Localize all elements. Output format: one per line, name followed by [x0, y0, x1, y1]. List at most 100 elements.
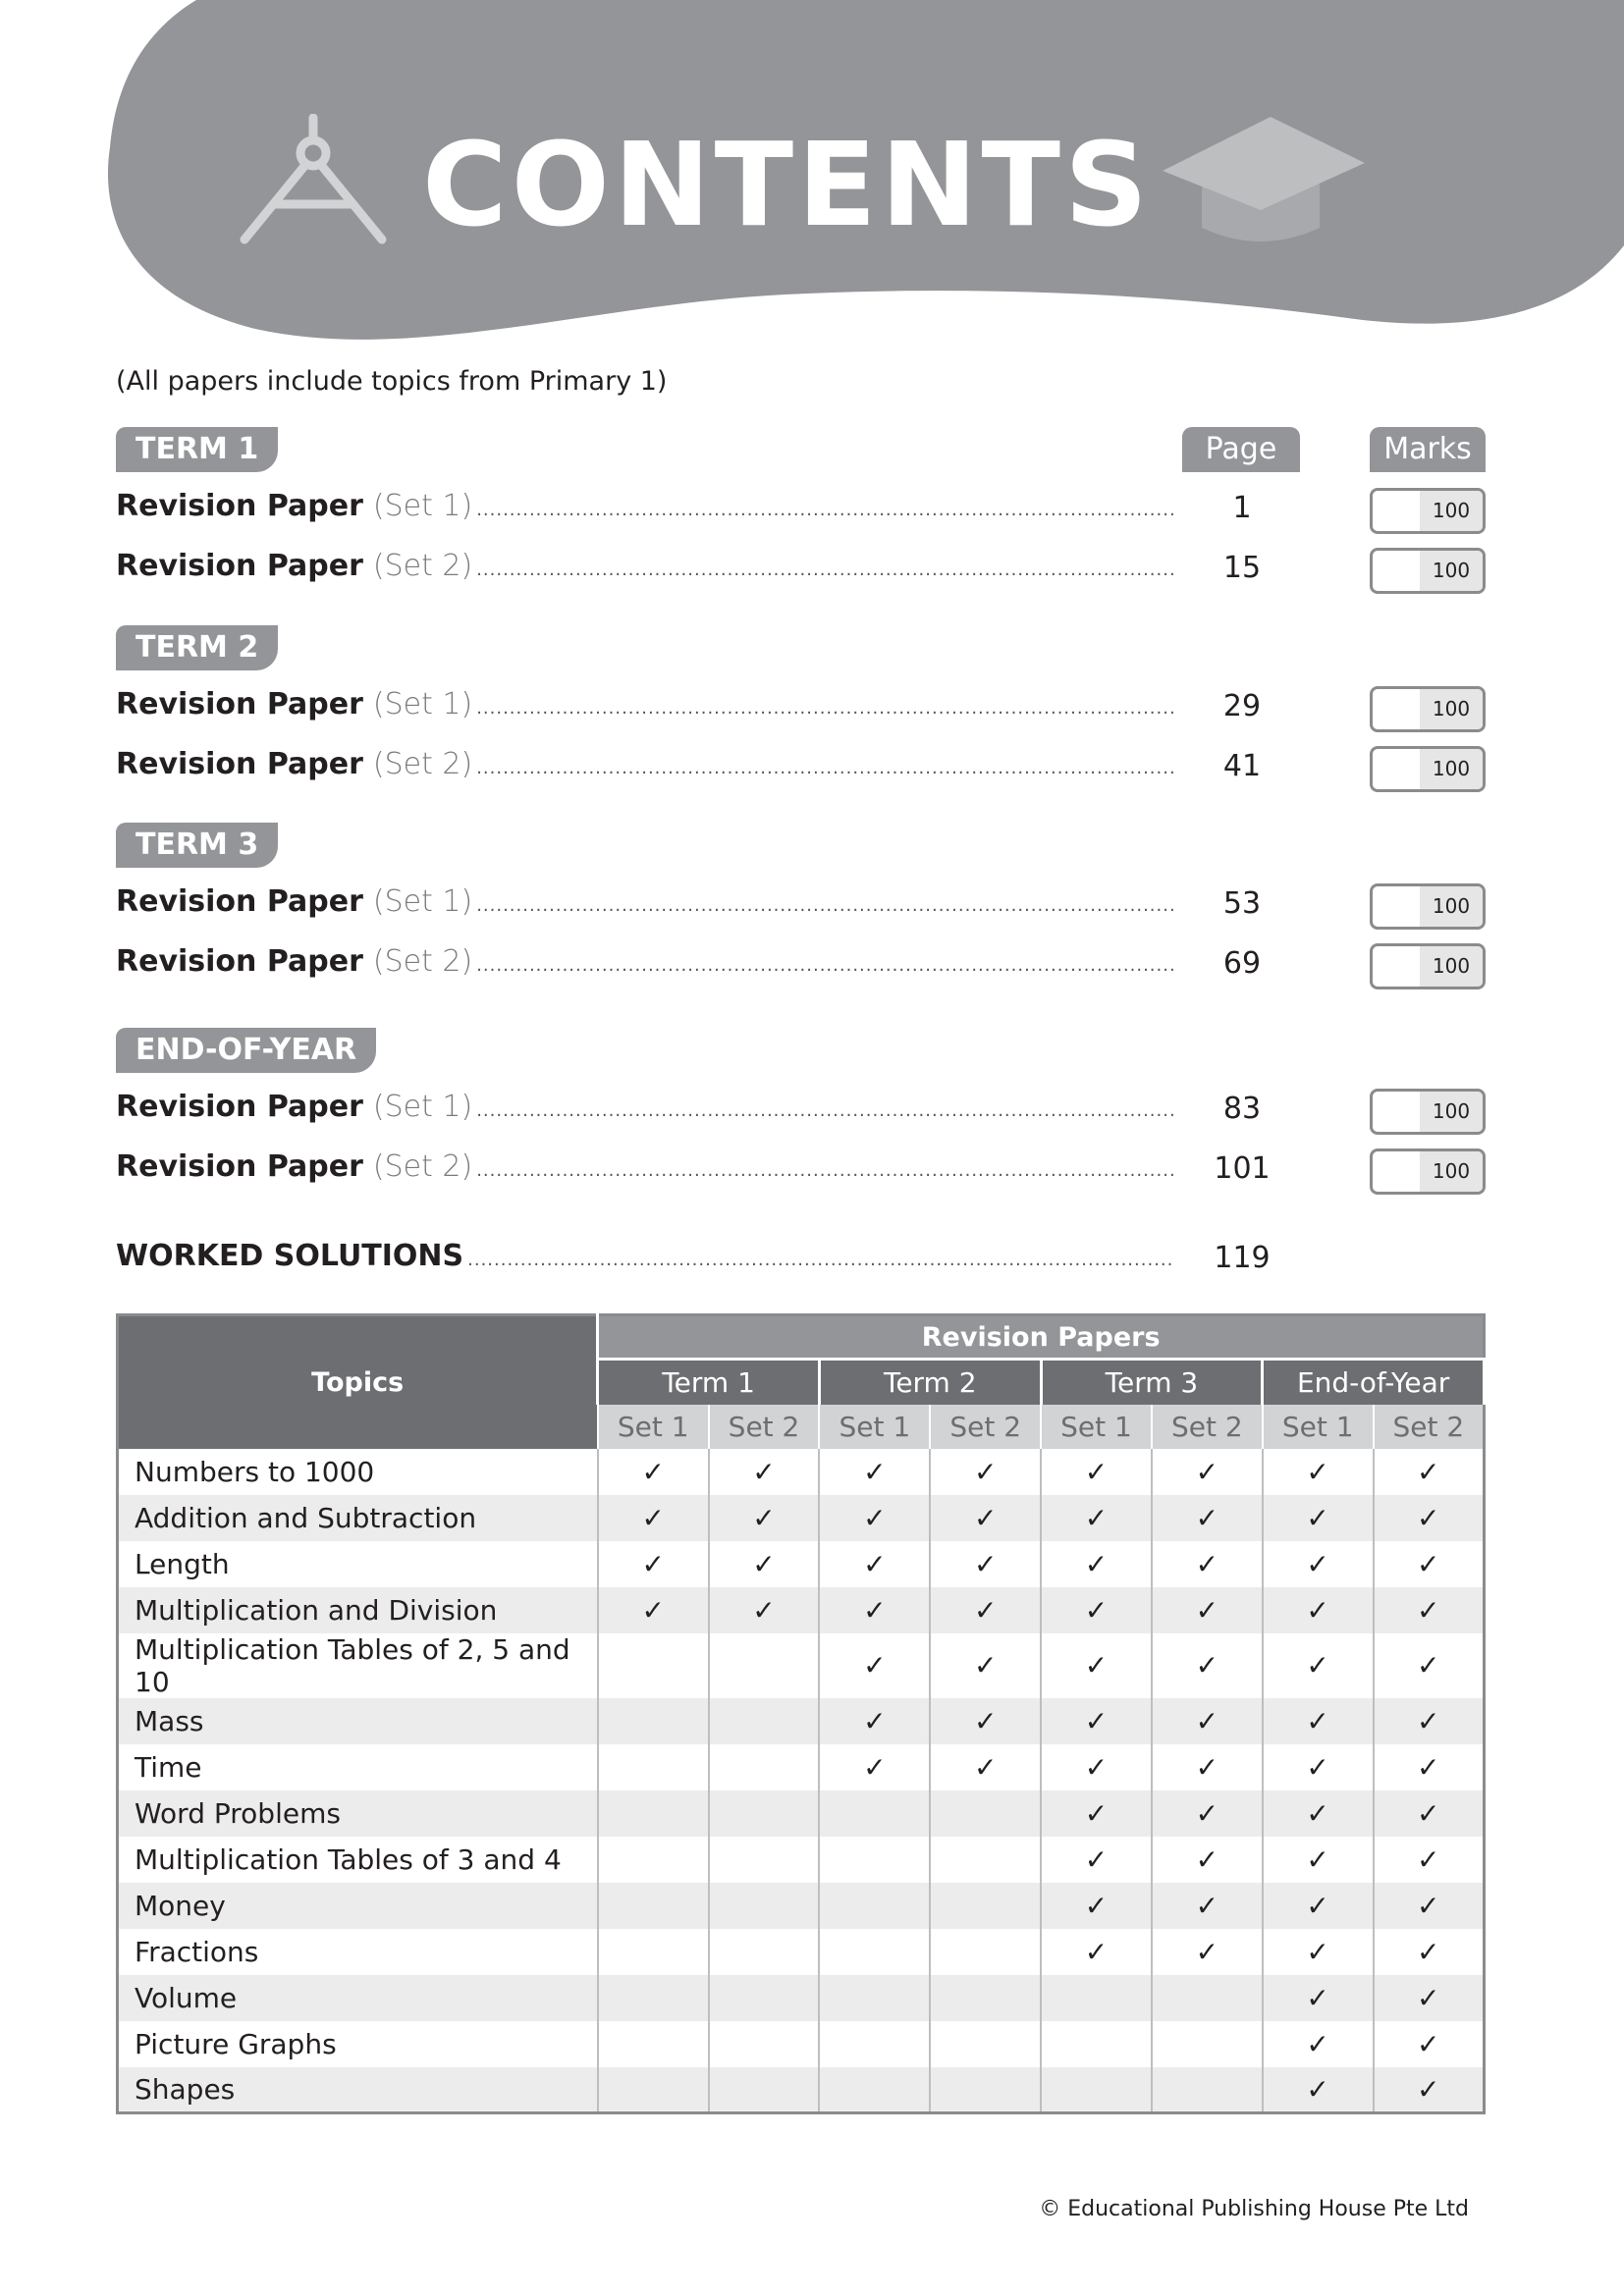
revision-paper-entry[interactable]: Revision Paper (Set 1) .................…: [116, 884, 1174, 930]
page-number: 15: [1222, 551, 1262, 585]
table-row: Length ✓ ✓ ✓ ✓ ✓ ✓ ✓ ✓: [118, 1540, 1485, 1587]
check-mark-icon: ✓: [1040, 1882, 1152, 1929]
worked-solutions-entry[interactable]: WORKED SOLUTIONS .......................…: [116, 1239, 1174, 1284]
check-mark-icon: ✓: [1372, 1928, 1485, 1975]
leader-dots: ........................................…: [476, 758, 1174, 778]
revision-paper-entry[interactable]: Revision Paper (Set 2) .................…: [116, 549, 1174, 594]
empty-cell: [596, 2020, 709, 2067]
topics-header: Topics: [117, 1314, 598, 1449]
page-number: 41: [1222, 749, 1262, 783]
empty-cell: [707, 2020, 820, 2067]
check-mark-icon: ✓: [1372, 1586, 1485, 1633]
term-header: Term 1: [596, 1358, 821, 1405]
topics-table: Topics Revision Papers Term 1 Term 2 Term …: [116, 1313, 1486, 2114]
topic-name: Shapes: [117, 2066, 598, 2113]
set-header: Set 1: [1261, 1404, 1374, 1449]
check-mark-icon: ✓: [929, 1697, 1042, 1744]
revision-paper-entry[interactable]: Revision Paper (Set 1) .................…: [116, 1090, 1174, 1135]
check-mark-icon: ✓: [1040, 1743, 1152, 1790]
revision-paper-entry[interactable]: Revision Paper (Set 1) .................…: [116, 489, 1174, 534]
empty-cell: [1040, 2066, 1152, 2113]
table-row: Mass ✓ ✓ ✓ ✓ ✓ ✓: [117, 1697, 1485, 1744]
empty-cell: [1150, 2066, 1263, 2113]
empty-cell: [818, 1836, 931, 1883]
table-row: Numbers to 1000 ✓ ✓ ✓ ✓ ✓ ✓ ✓ ✓: [118, 1448, 1485, 1495]
revision-paper-entry[interactable]: Revision Paper (Set 2) .................…: [116, 1149, 1174, 1195]
check-mark-icon: ✓: [1261, 1540, 1374, 1587]
empty-cell: [596, 1882, 709, 1929]
check-mark-icon: ✓: [707, 1494, 820, 1541]
check-mark-icon: ✓: [1150, 1743, 1263, 1790]
check-mark-icon: ✓: [929, 1448, 1042, 1495]
check-mark-icon: ✓: [818, 1632, 931, 1698]
table-row: Time ✓ ✓ ✓ ✓ ✓ ✓: [118, 1743, 1485, 1790]
section-tab: TERM 2: [116, 625, 279, 670]
table-row: Volume ✓ ✓: [117, 1974, 1485, 2021]
section-tab: TERM 1: [116, 427, 279, 472]
check-mark-icon: ✓: [818, 1743, 931, 1790]
check-mark-icon: ✓: [1261, 1974, 1374, 2021]
check-mark-icon: ✓: [1040, 1836, 1152, 1883]
check-mark-icon: ✓: [1261, 1836, 1374, 1883]
check-mark-icon: ✓: [1372, 1540, 1485, 1587]
check-mark-icon: ✓: [929, 1586, 1042, 1633]
empty-cell: [707, 1882, 820, 1929]
paper-set: (Set 1): [372, 884, 473, 919]
section-tab: END-OF-YEAR: [116, 1028, 377, 1073]
topic-name: Money: [117, 1882, 598, 1929]
page-number: 53: [1222, 886, 1262, 921]
paper-set: (Set 2): [372, 549, 473, 583]
empty-cell: [596, 1632, 709, 1698]
check-mark-icon: ✓: [1150, 1494, 1263, 1541]
total-marks: 100: [1420, 1151, 1483, 1192]
leader-dots: ........................................…: [476, 955, 1174, 976]
leader-dots: ........................................…: [467, 1250, 1174, 1270]
page-number: 69: [1222, 946, 1262, 981]
table-row: Shapes ✓ ✓: [117, 2066, 1485, 2113]
empty-cell: [707, 1928, 820, 1975]
check-mark-icon: ✓: [818, 1448, 931, 1495]
page-number: 1: [1232, 491, 1252, 525]
check-mark-icon: ✓: [1150, 1448, 1263, 1495]
paper-set: (Set 2): [372, 1149, 473, 1184]
paper-set: (Set 1): [372, 687, 473, 721]
table-row: Addition and Subtraction ✓ ✓ ✓ ✓ ✓ ✓ ✓ ✓: [117, 1494, 1485, 1541]
worked-solutions-page: 119: [1214, 1241, 1271, 1275]
page-number: 83: [1222, 1092, 1262, 1126]
leader-dots: ........................................…: [476, 560, 1174, 580]
section-tab: TERM 3: [116, 823, 279, 868]
table-row: Multiplication Tables of 2, 5 and 10 ✓ ✓ ✓ ✓…: [118, 1632, 1485, 1698]
empty-cell: [596, 1928, 709, 1975]
check-mark-icon: ✓: [1261, 1743, 1374, 1790]
check-mark-icon: ✓: [1150, 1586, 1263, 1633]
revision-paper-entry[interactable]: Revision Paper (Set 2) .................…: [116, 747, 1174, 792]
table-row: Multiplication and Division ✓ ✓ ✓ ✓ ✓ ✓ ✓ ✓: [117, 1586, 1485, 1633]
check-mark-icon: ✓: [818, 1586, 931, 1633]
empty-cell: [929, 2020, 1042, 2067]
worked-solutions-label: WORKED SOLUTIONS: [116, 1239, 464, 1273]
check-mark-icon: ✓: [1261, 1789, 1374, 1837]
topic-name: Length: [135, 1547, 230, 1580]
paper-title: Revision Paper: [116, 747, 363, 781]
revision-paper-entry[interactable]: Revision Paper (Set 1) .................…: [116, 687, 1174, 732]
marks-box: 100: [1370, 488, 1486, 534]
empty-cell: [707, 2066, 820, 2113]
empty-cell: [596, 1743, 709, 1790]
empty-cell: [596, 1697, 709, 1744]
total-marks: 100: [1420, 946, 1483, 987]
set-header: Set 1: [596, 1404, 709, 1449]
set-header: Set 1: [818, 1404, 931, 1449]
marks-box: 100: [1370, 746, 1486, 792]
empty-cell: [929, 2066, 1042, 2113]
check-mark-icon: ✓: [1040, 1540, 1152, 1587]
set-header: Set 2: [1372, 1404, 1485, 1449]
paper-set: (Set 1): [372, 1090, 473, 1124]
empty-cell: [707, 1974, 820, 2021]
note-text: (All papers include topics from Primary …: [116, 366, 668, 397]
empty-cell: [596, 2066, 709, 2113]
revision-paper-entry[interactable]: Revision Paper (Set 2) .................…: [116, 944, 1174, 989]
set-header: Set 2: [929, 1404, 1042, 1449]
check-mark-icon: ✓: [929, 1540, 1042, 1587]
compass-icon: [240, 114, 387, 244]
topic-name: Multiplication Tables of 2, 5 and 10: [135, 1632, 570, 1698]
